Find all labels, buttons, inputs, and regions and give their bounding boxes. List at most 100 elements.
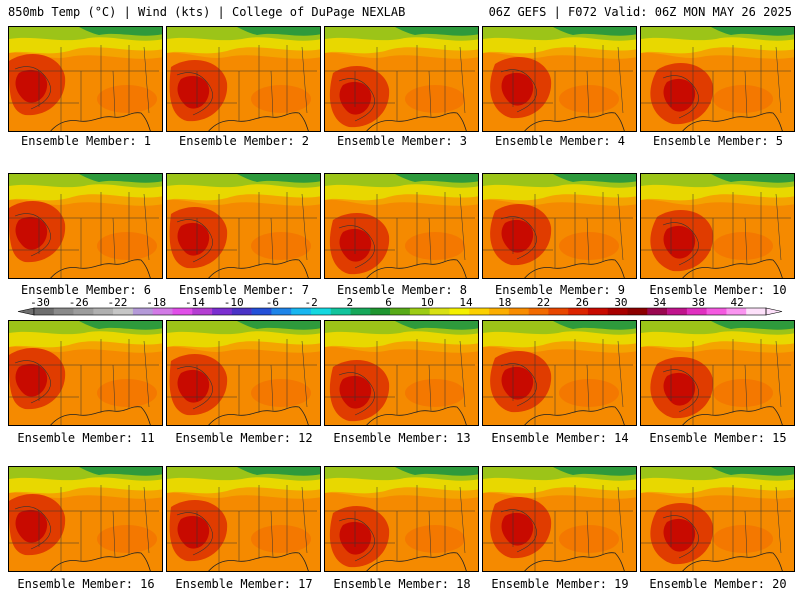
colorbar-tick-label: -6 bbox=[266, 296, 279, 309]
ensemble-member-label: Ensemble Member: 11 bbox=[17, 431, 155, 445]
colorbar-segment bbox=[746, 308, 767, 315]
ensemble-map-panel bbox=[166, 320, 321, 426]
ensemble-member-label: Ensemble Member: 17 bbox=[175, 577, 313, 591]
ensemble-member-label: Ensemble Member: 7 bbox=[178, 283, 310, 297]
colorbar-segment bbox=[409, 308, 430, 315]
colorbar-segment bbox=[132, 308, 154, 315]
ensemble-map-panel bbox=[324, 466, 479, 572]
colorbar-segment bbox=[726, 308, 747, 315]
colorbar-segment bbox=[528, 308, 549, 315]
colorbar-tick-label: -14 bbox=[185, 296, 205, 309]
colorbar-segment bbox=[587, 308, 609, 315]
colorbar-segment bbox=[34, 308, 55, 315]
ensemble-map-panel bbox=[482, 173, 637, 279]
colorbar-segment bbox=[113, 308, 134, 315]
header-title-left: 850mb Temp (°C) | Wind (kts) | College o… bbox=[8, 5, 406, 19]
ensemble-member-label: Ensemble Member: 13 bbox=[333, 431, 471, 445]
colorbar-segment bbox=[568, 308, 589, 315]
ensemble-member-label: Ensemble Member: 10 bbox=[649, 283, 787, 297]
colorbar-segment bbox=[647, 308, 668, 315]
ensemble-map-panel bbox=[166, 466, 321, 572]
colorbar-tick-label: 42 bbox=[731, 296, 744, 309]
colorbar-segment bbox=[172, 308, 193, 315]
colorbar-segment bbox=[390, 308, 411, 315]
ensemble-map-panel bbox=[324, 173, 479, 279]
colorbar-segment bbox=[489, 308, 510, 315]
ensemble-member-label: Ensemble Member: 4 bbox=[494, 134, 626, 148]
colorbar-segment bbox=[212, 308, 233, 315]
colorbar-segment bbox=[152, 308, 173, 315]
colorbar-tick-label: -18 bbox=[146, 296, 166, 309]
colorbar-segment bbox=[508, 308, 529, 315]
colorbar-tick-label: 10 bbox=[421, 296, 434, 309]
ensemble-map-panel bbox=[8, 320, 163, 426]
ensemble-member-label: Ensemble Member: 14 bbox=[491, 431, 629, 445]
colorbar-tick-label: 30 bbox=[614, 296, 627, 309]
colorbar-tick-label: 14 bbox=[459, 296, 473, 309]
ensemble-map-panel bbox=[640, 173, 795, 279]
ensemble-map-panel bbox=[324, 26, 479, 132]
colorbar-tick-label: -30 bbox=[30, 296, 50, 309]
colorbar-max-arrow bbox=[765, 307, 783, 316]
temperature-colorbar: -30 -26 -22 -18 -14 -10 -6 -2 2 6 10 14 18 22 26 30 34 38… bbox=[17, 296, 783, 316]
colorbar-segment bbox=[548, 308, 569, 315]
colorbar-segment bbox=[291, 308, 312, 315]
colorbar-segment bbox=[251, 308, 272, 315]
colorbar-segment bbox=[429, 308, 450, 315]
colorbar-segment bbox=[706, 308, 727, 315]
ensemble-member-label: Ensemble Member: 3 bbox=[336, 134, 468, 148]
ensemble-map-panel bbox=[166, 173, 321, 279]
colorbar-segment bbox=[53, 308, 74, 315]
ensemble-member-label: Ensemble Member: 1 bbox=[20, 134, 152, 148]
colorbar-tick-label: 26 bbox=[576, 296, 589, 309]
ensemble-member-label: Ensemble Member: 16 bbox=[17, 577, 155, 591]
colorbar-segment bbox=[310, 308, 332, 315]
ensemble-map-panel bbox=[482, 466, 637, 572]
colorbar-segment bbox=[370, 308, 391, 315]
ensemble-member-label: Ensemble Member: 18 bbox=[333, 577, 471, 591]
colorbar-segment bbox=[627, 308, 648, 315]
ensemble-map-panel bbox=[8, 173, 163, 279]
colorbar-tick-label: 18 bbox=[498, 296, 511, 309]
header-title-right: 06Z GEFS | F072 Valid: 06Z MON MAY 26 20… bbox=[488, 5, 792, 19]
colorbar-tick-label: -26 bbox=[69, 296, 89, 309]
ensemble-member-label: Ensemble Member: 6 bbox=[20, 283, 152, 297]
colorbar-tick-label: -10 bbox=[224, 296, 244, 309]
colorbar-tick-label: 6 bbox=[385, 296, 392, 309]
colorbar-segment bbox=[449, 308, 470, 315]
colorbar-segment bbox=[350, 308, 371, 315]
colorbar-segment bbox=[686, 308, 707, 315]
colorbar-tick-label: 38 bbox=[692, 296, 705, 309]
ensemble-member-label: Ensemble Member: 12 bbox=[175, 431, 313, 445]
ensemble-map-panel bbox=[640, 466, 795, 572]
colorbar-segment bbox=[192, 308, 213, 315]
ensemble-map-panel bbox=[324, 320, 479, 426]
ensemble-map-panel bbox=[640, 26, 795, 132]
ensemble-member-label: Ensemble Member: 9 bbox=[494, 283, 626, 297]
colorbar-segment bbox=[271, 308, 292, 315]
colorbar-segment bbox=[607, 308, 628, 315]
colorbar-tick-label: 34 bbox=[653, 296, 667, 309]
colorbar-tick-label: -2 bbox=[304, 296, 317, 309]
ensemble-member-label: Ensemble Member: 19 bbox=[491, 577, 629, 591]
colorbar-segment bbox=[231, 308, 252, 315]
ensemble-member-label: Ensemble Member: 20 bbox=[649, 577, 787, 591]
ensemble-member-label: Ensemble Member: 5 bbox=[652, 134, 784, 148]
colorbar-tick-label: 2 bbox=[347, 296, 354, 309]
ensemble-map-panel bbox=[640, 320, 795, 426]
colorbar-segment bbox=[330, 308, 351, 315]
ensemble-member-label: Ensemble Member: 15 bbox=[649, 431, 787, 445]
ensemble-member-label: Ensemble Member: 2 bbox=[178, 134, 310, 148]
ensemble-map-panel bbox=[8, 466, 163, 572]
colorbar-min-arrow bbox=[17, 307, 35, 316]
colorbar-tick-label: 22 bbox=[537, 296, 550, 309]
colorbar-segment bbox=[73, 308, 94, 315]
colorbar-tick-label: -22 bbox=[108, 296, 128, 309]
colorbar-segment bbox=[93, 308, 114, 315]
ensemble-map-panel bbox=[8, 26, 163, 132]
colorbar-segment bbox=[469, 308, 490, 315]
ensemble-map-panel bbox=[482, 320, 637, 426]
ensemble-map-panel bbox=[166, 26, 321, 132]
ensemble-member-label: Ensemble Member: 8 bbox=[336, 283, 468, 297]
ensemble-map-panel bbox=[482, 26, 637, 132]
